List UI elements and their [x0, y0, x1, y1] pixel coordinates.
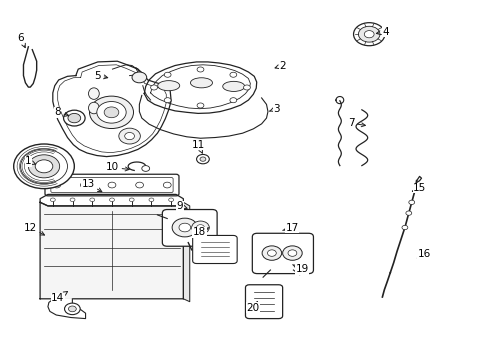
Circle shape	[132, 72, 146, 83]
Circle shape	[197, 103, 203, 108]
Circle shape	[401, 225, 407, 230]
Circle shape	[262, 246, 281, 260]
Circle shape	[172, 218, 197, 237]
Circle shape	[108, 182, 116, 188]
Circle shape	[149, 198, 154, 202]
Circle shape	[179, 223, 190, 232]
Text: 18: 18	[192, 227, 209, 237]
Circle shape	[168, 198, 173, 202]
Circle shape	[50, 198, 55, 202]
Circle shape	[150, 85, 157, 90]
Text: 3: 3	[269, 104, 279, 114]
FancyBboxPatch shape	[245, 285, 282, 319]
Circle shape	[200, 157, 205, 161]
Polygon shape	[53, 61, 171, 157]
Circle shape	[358, 26, 379, 42]
Circle shape	[405, 211, 411, 215]
Text: 6: 6	[17, 33, 25, 48]
Circle shape	[163, 182, 171, 188]
Circle shape	[353, 23, 384, 46]
FancyBboxPatch shape	[45, 174, 179, 196]
Circle shape	[89, 96, 133, 129]
Text: 11: 11	[191, 140, 204, 153]
Circle shape	[70, 198, 75, 202]
Polygon shape	[48, 299, 85, 319]
Text: 13: 13	[81, 179, 102, 192]
Circle shape	[243, 85, 250, 90]
Ellipse shape	[190, 78, 212, 88]
Circle shape	[28, 155, 60, 178]
Text: 8: 8	[54, 107, 68, 117]
Text: 19: 19	[292, 264, 308, 274]
Circle shape	[197, 67, 203, 72]
FancyBboxPatch shape	[51, 177, 173, 193]
Circle shape	[287, 250, 296, 256]
FancyBboxPatch shape	[192, 235, 237, 264]
Circle shape	[196, 154, 209, 164]
Text: 17: 17	[282, 222, 299, 233]
Circle shape	[68, 306, 76, 312]
Polygon shape	[144, 62, 256, 113]
Circle shape	[164, 72, 171, 77]
Ellipse shape	[222, 81, 244, 91]
Circle shape	[229, 72, 236, 77]
Text: 10: 10	[106, 162, 129, 172]
Polygon shape	[40, 202, 183, 299]
FancyBboxPatch shape	[252, 233, 313, 274]
Circle shape	[196, 225, 204, 230]
Text: 9: 9	[176, 201, 187, 211]
Text: 15: 15	[411, 183, 426, 193]
Circle shape	[129, 198, 134, 202]
Circle shape	[135, 182, 143, 188]
Polygon shape	[183, 202, 189, 302]
Polygon shape	[40, 194, 183, 206]
Circle shape	[282, 246, 302, 260]
Circle shape	[408, 200, 414, 204]
Circle shape	[109, 198, 114, 202]
Circle shape	[104, 107, 119, 118]
Ellipse shape	[88, 88, 99, 99]
Text: 14: 14	[51, 292, 67, 303]
Text: 16: 16	[416, 249, 430, 259]
Text: 4: 4	[376, 27, 388, 37]
Circle shape	[35, 160, 53, 173]
Ellipse shape	[88, 102, 99, 114]
FancyBboxPatch shape	[162, 210, 217, 246]
Circle shape	[119, 128, 140, 144]
Text: 20: 20	[246, 301, 259, 313]
Ellipse shape	[157, 81, 179, 91]
Circle shape	[124, 132, 134, 140]
Text: 5: 5	[94, 71, 107, 81]
Circle shape	[90, 198, 95, 202]
Circle shape	[364, 31, 373, 38]
Circle shape	[64, 303, 80, 315]
Circle shape	[164, 98, 171, 103]
Text: 7: 7	[347, 118, 365, 128]
Circle shape	[53, 182, 61, 188]
Circle shape	[267, 250, 276, 256]
Circle shape	[97, 102, 126, 123]
Circle shape	[229, 98, 236, 103]
Circle shape	[20, 149, 67, 184]
Circle shape	[63, 110, 85, 126]
Circle shape	[14, 144, 74, 189]
Text: 1: 1	[25, 156, 36, 166]
Text: 12: 12	[23, 222, 44, 235]
Circle shape	[142, 166, 149, 171]
Text: 2: 2	[275, 60, 285, 71]
Circle shape	[191, 221, 209, 234]
Circle shape	[80, 182, 88, 188]
Circle shape	[68, 113, 81, 123]
